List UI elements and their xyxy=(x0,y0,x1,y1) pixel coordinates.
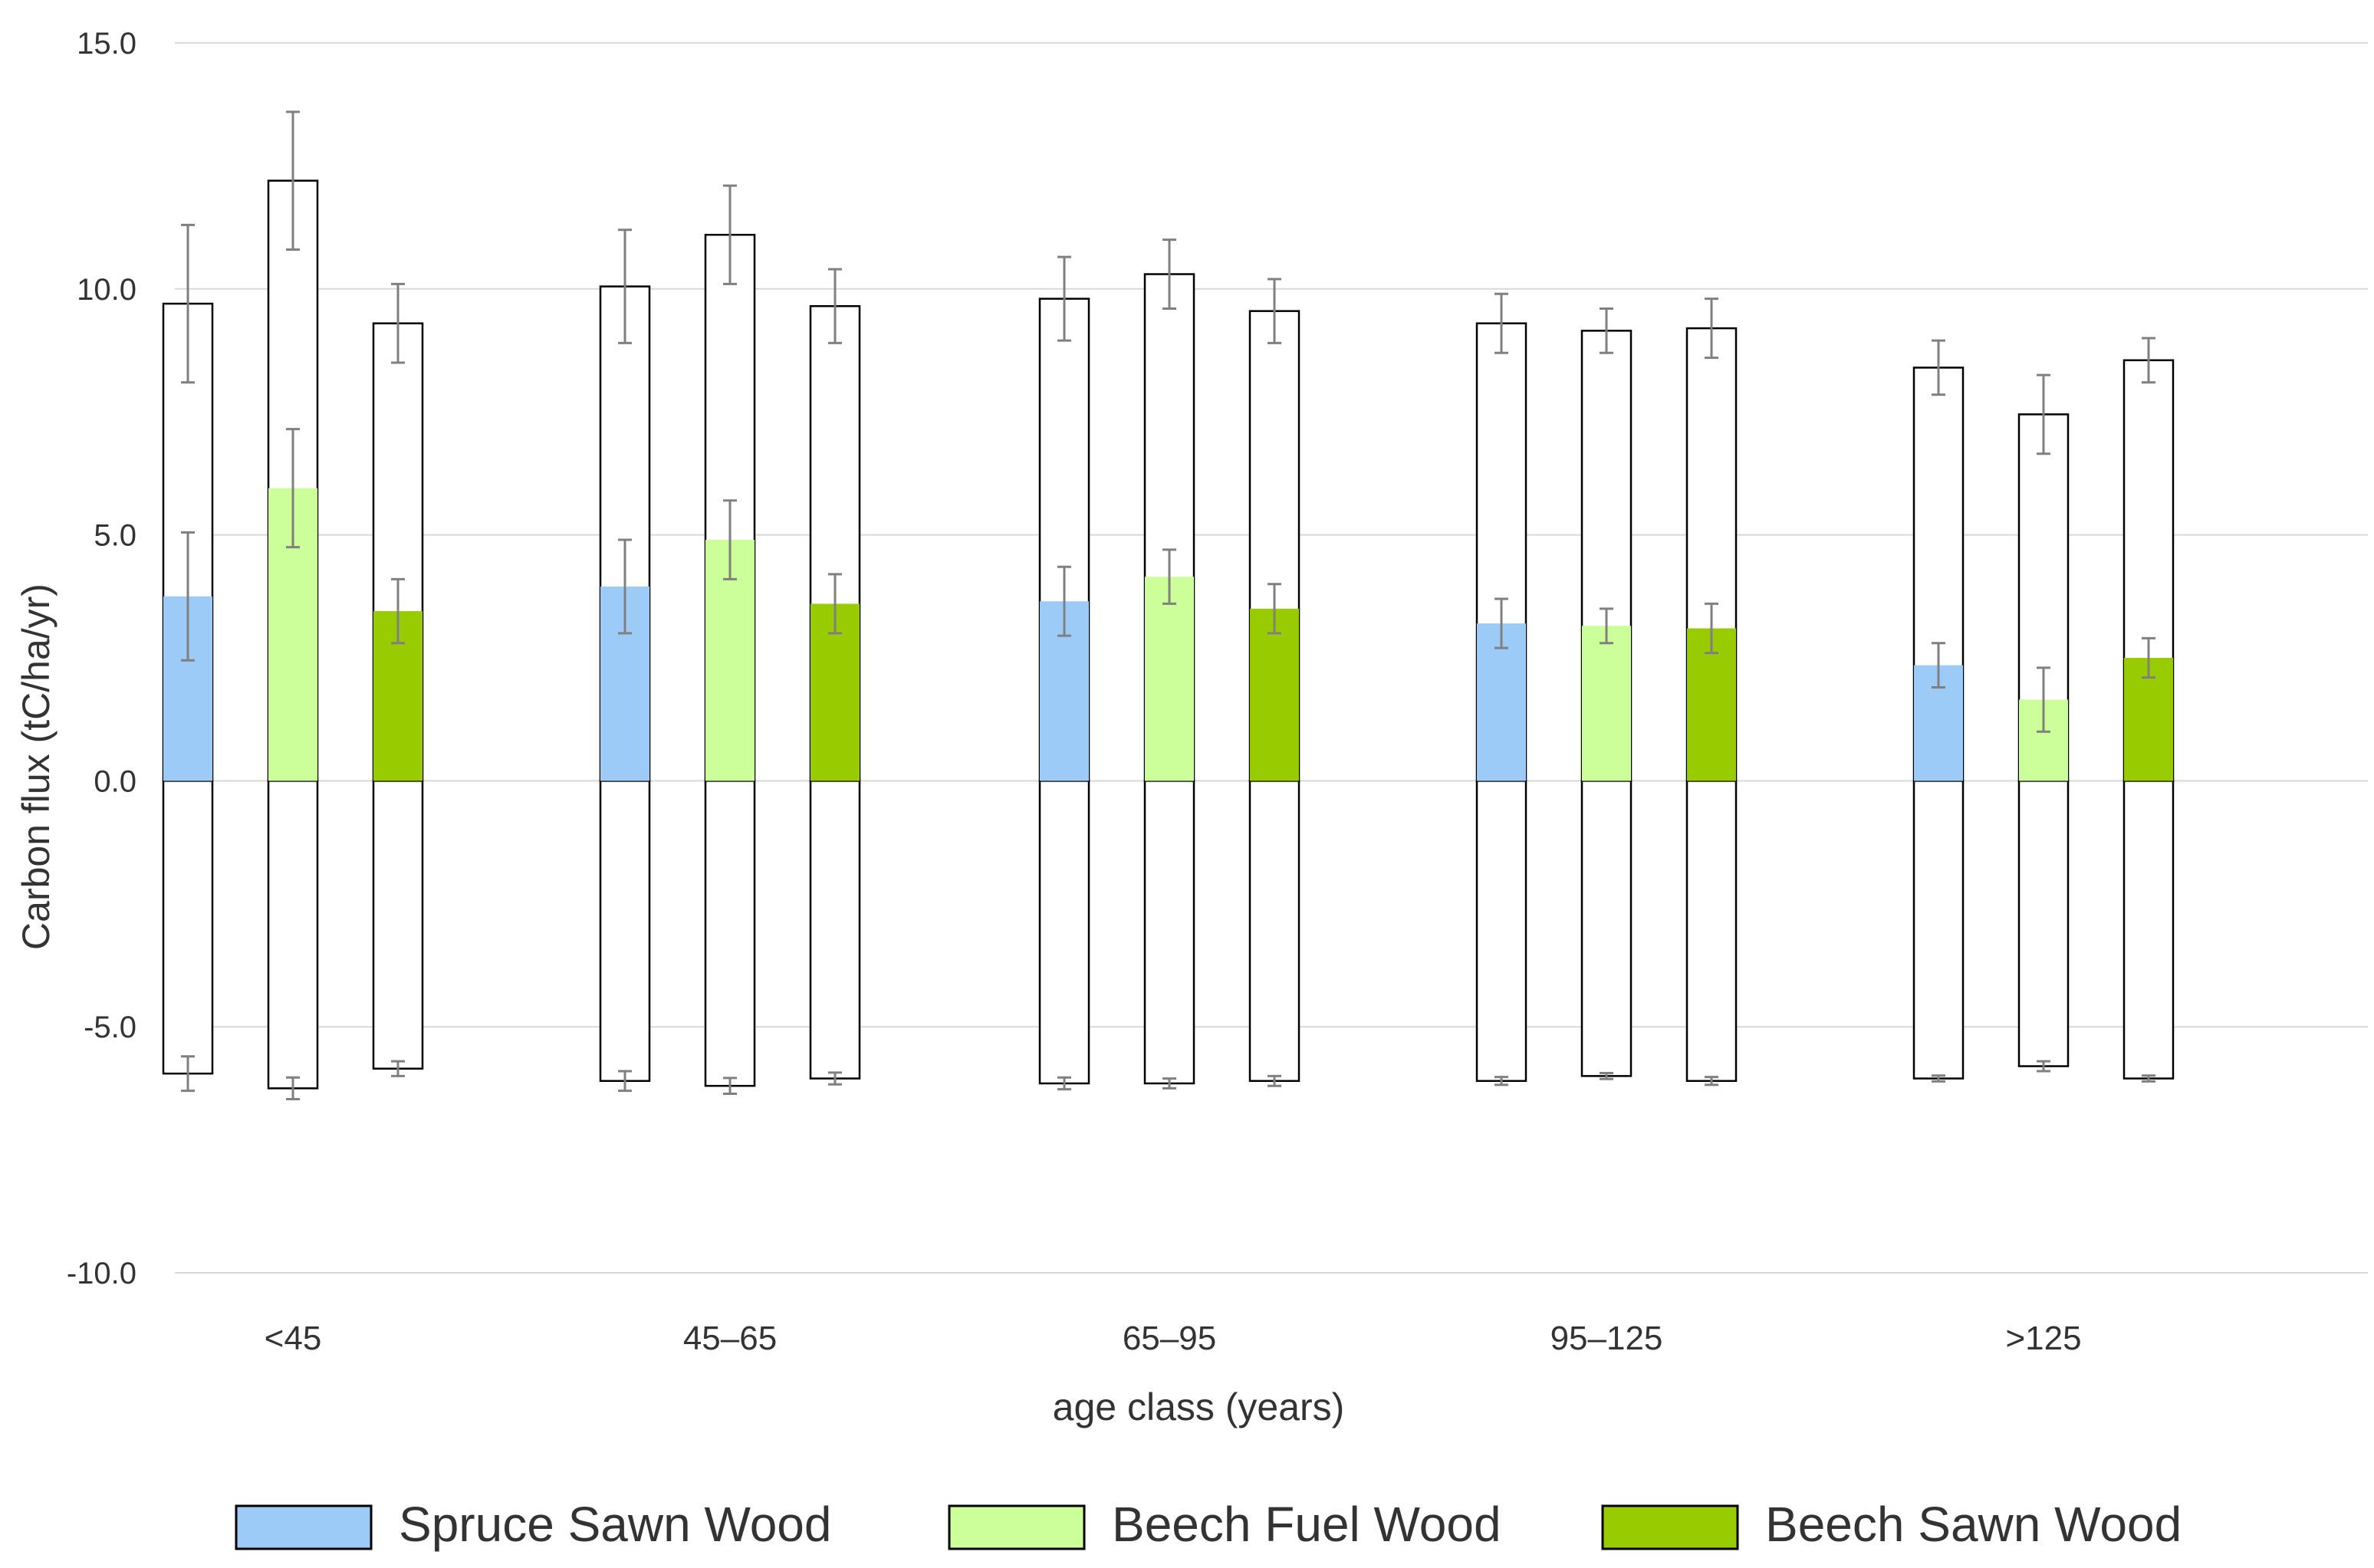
legend: Spruce Sawn Wood Beech Fuel Wood Beech Saw… xyxy=(235,1497,2182,1552)
bar-group xyxy=(599,228,651,1093)
bar-negative-total xyxy=(2017,780,2070,1067)
y-axis-title: Carbon flux (tC/ha/yr) xyxy=(15,583,58,950)
legend-swatch xyxy=(948,1504,1086,1550)
bar-negative-total xyxy=(1580,780,1633,1077)
x-category-label: >125 xyxy=(2005,1320,2081,1357)
bar-group xyxy=(1038,255,1090,1091)
legend-label: Beech Sawn Wood xyxy=(1765,1497,2182,1552)
bar-group xyxy=(372,282,424,1077)
bar-group xyxy=(2122,337,2175,1083)
bar-group xyxy=(1580,307,1633,1080)
x-category-label: 65–95 xyxy=(1123,1320,1216,1357)
legend-label: Spruce Sawn Wood xyxy=(399,1497,831,1552)
bar-negative-total xyxy=(2122,780,2175,1080)
bar-negative-total xyxy=(1685,780,1738,1083)
y-tick-label: -10.0 xyxy=(67,1257,136,1290)
bar-group xyxy=(1685,297,1738,1086)
bar-group xyxy=(2017,373,2070,1073)
x-axis-category-labels: <45 45–65 65–95 95–125 >125 xyxy=(265,1320,2082,1357)
y-tick-label: 0.0 xyxy=(94,764,136,798)
bar-negative-total xyxy=(1038,780,1090,1085)
bar-group xyxy=(1912,339,1965,1083)
bar-group xyxy=(1475,292,1527,1086)
x-category-label: 95–125 xyxy=(1550,1320,1663,1357)
legend-item: Beech Sawn Wood xyxy=(1601,1497,2182,1552)
bar-negative-total xyxy=(704,780,756,1087)
legend-label: Beech Fuel Wood xyxy=(1112,1497,1501,1552)
bar-group xyxy=(1143,238,1195,1090)
bar-negative-total xyxy=(267,780,319,1090)
bar-negative-total xyxy=(599,780,651,1083)
legend-item: Beech Fuel Wood xyxy=(948,1497,1501,1552)
bar-negative-total xyxy=(809,780,861,1080)
bar-group xyxy=(1248,278,1300,1087)
bar-negative-total xyxy=(372,780,424,1070)
y-axis-tick-labels: 15.0 10.0 5.0 0.0 -5.0 -10.0 xyxy=(67,27,136,1290)
bar-net xyxy=(1477,623,1526,781)
y-tick-label: 5.0 xyxy=(94,519,136,553)
y-tick-label: 10.0 xyxy=(77,273,136,307)
legend-swatch xyxy=(235,1504,373,1550)
x-category-label: 45–65 xyxy=(683,1320,777,1357)
bar-group xyxy=(162,223,214,1093)
bar-group xyxy=(704,184,756,1095)
bar-negative-total xyxy=(1912,780,1965,1080)
bar-net xyxy=(1145,577,1194,781)
bar-negative-total xyxy=(162,780,214,1075)
bar-net xyxy=(1582,626,1631,781)
legend-swatch xyxy=(1601,1504,1739,1550)
bar-negative-total xyxy=(1248,780,1300,1083)
y-tick-label: -5.0 xyxy=(84,1011,136,1044)
bar-group xyxy=(267,110,319,1101)
legend-item: Spruce Sawn Wood xyxy=(235,1497,831,1552)
bar-group xyxy=(809,268,861,1086)
x-category-label: <45 xyxy=(265,1320,322,1357)
bar-negative-total xyxy=(1475,780,1527,1083)
bars xyxy=(162,110,2175,1101)
y-tick-label: 15.0 xyxy=(77,27,136,61)
x-axis-title: age class (years) xyxy=(1053,1386,1345,1428)
bar-net xyxy=(1250,608,1299,781)
bar-negative-total xyxy=(1143,780,1195,1085)
